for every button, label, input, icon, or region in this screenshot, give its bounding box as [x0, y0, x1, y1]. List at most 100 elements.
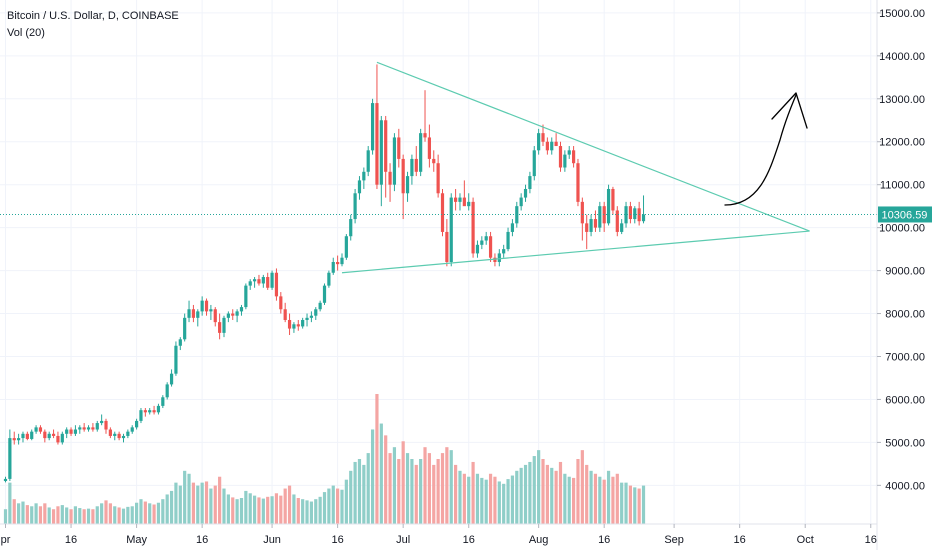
candle-body	[401, 158, 405, 194]
y-tick-label: 11000.00	[880, 180, 925, 192]
candle-body	[314, 309, 318, 316]
candle-body	[567, 150, 571, 155]
volume-bar	[130, 506, 134, 524]
volume-bar	[113, 506, 117, 524]
volume-bar	[488, 473, 493, 524]
volume-bar	[100, 503, 104, 524]
volume-bar	[602, 479, 606, 524]
y-tick-label: 14000.00	[879, 51, 925, 63]
volume-bar	[423, 447, 427, 524]
candle-body	[135, 420, 139, 428]
y-tick-label: 9000.00	[885, 266, 925, 278]
candle-body	[580, 201, 584, 224]
candle-body	[283, 309, 287, 320]
candle-body	[69, 429, 73, 434]
volume-bar	[379, 423, 383, 524]
volume-bar	[458, 470, 462, 524]
candle-body	[349, 219, 353, 237]
candle-body	[593, 219, 598, 228]
volume-bar	[545, 464, 549, 524]
volume-bar	[3, 509, 8, 524]
volume-bar	[615, 473, 619, 524]
candle-body	[357, 180, 362, 194]
candle-body	[480, 240, 484, 245]
volume-bar	[56, 506, 60, 524]
volume-bar	[606, 470, 611, 524]
volume-bar	[510, 475, 515, 524]
candle-body	[3, 478, 8, 482]
candle-body	[209, 309, 213, 312]
volume-bar	[445, 447, 449, 524]
volume-bar	[174, 482, 178, 524]
candle-body	[633, 208, 637, 220]
candle-body	[502, 249, 506, 254]
symbol-legend: Bitcoin / U.S. Dollar, D, COINBASE	[7, 10, 179, 22]
candle-body	[8, 438, 12, 479]
candle-body	[266, 277, 270, 288]
candle-body	[82, 427, 86, 430]
candle-body	[21, 433, 25, 439]
candle-body	[624, 206, 628, 224]
volume-bar	[327, 488, 331, 524]
volume-bar	[148, 503, 152, 524]
last-price-line: 10306.59	[0, 206, 932, 223]
candle-body	[301, 319, 305, 327]
candle-body	[327, 272, 331, 286]
candle-body	[305, 317, 309, 320]
candle-body	[467, 201, 471, 207]
candle-body	[340, 257, 344, 265]
candle-body	[602, 206, 606, 224]
candle-body	[113, 433, 117, 436]
candle-body	[222, 317, 226, 333]
candle-body	[204, 300, 209, 312]
candle-body	[183, 317, 187, 340]
volume-bar	[279, 495, 283, 524]
candle-body	[537, 133, 541, 151]
x-tick-label: 16	[463, 534, 475, 546]
candle-body	[484, 236, 488, 241]
candle-body	[541, 133, 545, 142]
last-price-label: 10306.59	[882, 209, 928, 221]
y-tick-label: 13000.00	[879, 94, 925, 106]
volume-bar	[462, 473, 466, 524]
candle-body	[519, 197, 523, 207]
candle-body	[143, 410, 147, 413]
time-axis[interactable]: pr 16 May 16 Jun 16 Jul 16 Aug 16 Sep 16 Oct 16	[0, 523, 877, 546]
volume-bar	[12, 499, 16, 524]
volume-bar	[226, 494, 230, 524]
volume-bar	[244, 490, 248, 524]
volume-bar	[38, 506, 43, 524]
candle-body	[318, 302, 322, 310]
candle-body	[620, 223, 624, 232]
candle-body	[510, 223, 515, 232]
volume-bar	[410, 459, 414, 524]
candle-body	[292, 324, 296, 329]
volume-bar	[47, 507, 51, 524]
x-tick-label: May	[126, 534, 147, 546]
volume-bar	[580, 450, 584, 524]
candle-body	[218, 322, 222, 333]
candle-body	[440, 193, 445, 232]
volume-bar	[467, 476, 471, 524]
volume-bar	[624, 482, 628, 524]
candle-body	[121, 435, 126, 439]
candle-body	[405, 176, 410, 194]
volume-bar	[541, 459, 545, 524]
price-axis[interactable]: 4000.00 5000.00 6000.00 7000.00 8000.00 9000.…	[876, 0, 925, 550]
candle-body	[178, 339, 182, 346]
volume-bar	[156, 502, 161, 524]
candle-body	[331, 262, 335, 273]
volume-bar	[567, 476, 571, 524]
volume-bar	[65, 507, 69, 524]
candlesticks	[3, 64, 646, 483]
y-tick-label: 6000.00	[885, 394, 925, 406]
volume-bar	[135, 502, 139, 524]
candle-body	[611, 188, 615, 211]
candle-body	[279, 296, 283, 310]
candle-body	[423, 133, 427, 138]
candle-body	[161, 397, 165, 406]
candle-body	[12, 438, 16, 441]
volume-bar	[86, 508, 91, 524]
